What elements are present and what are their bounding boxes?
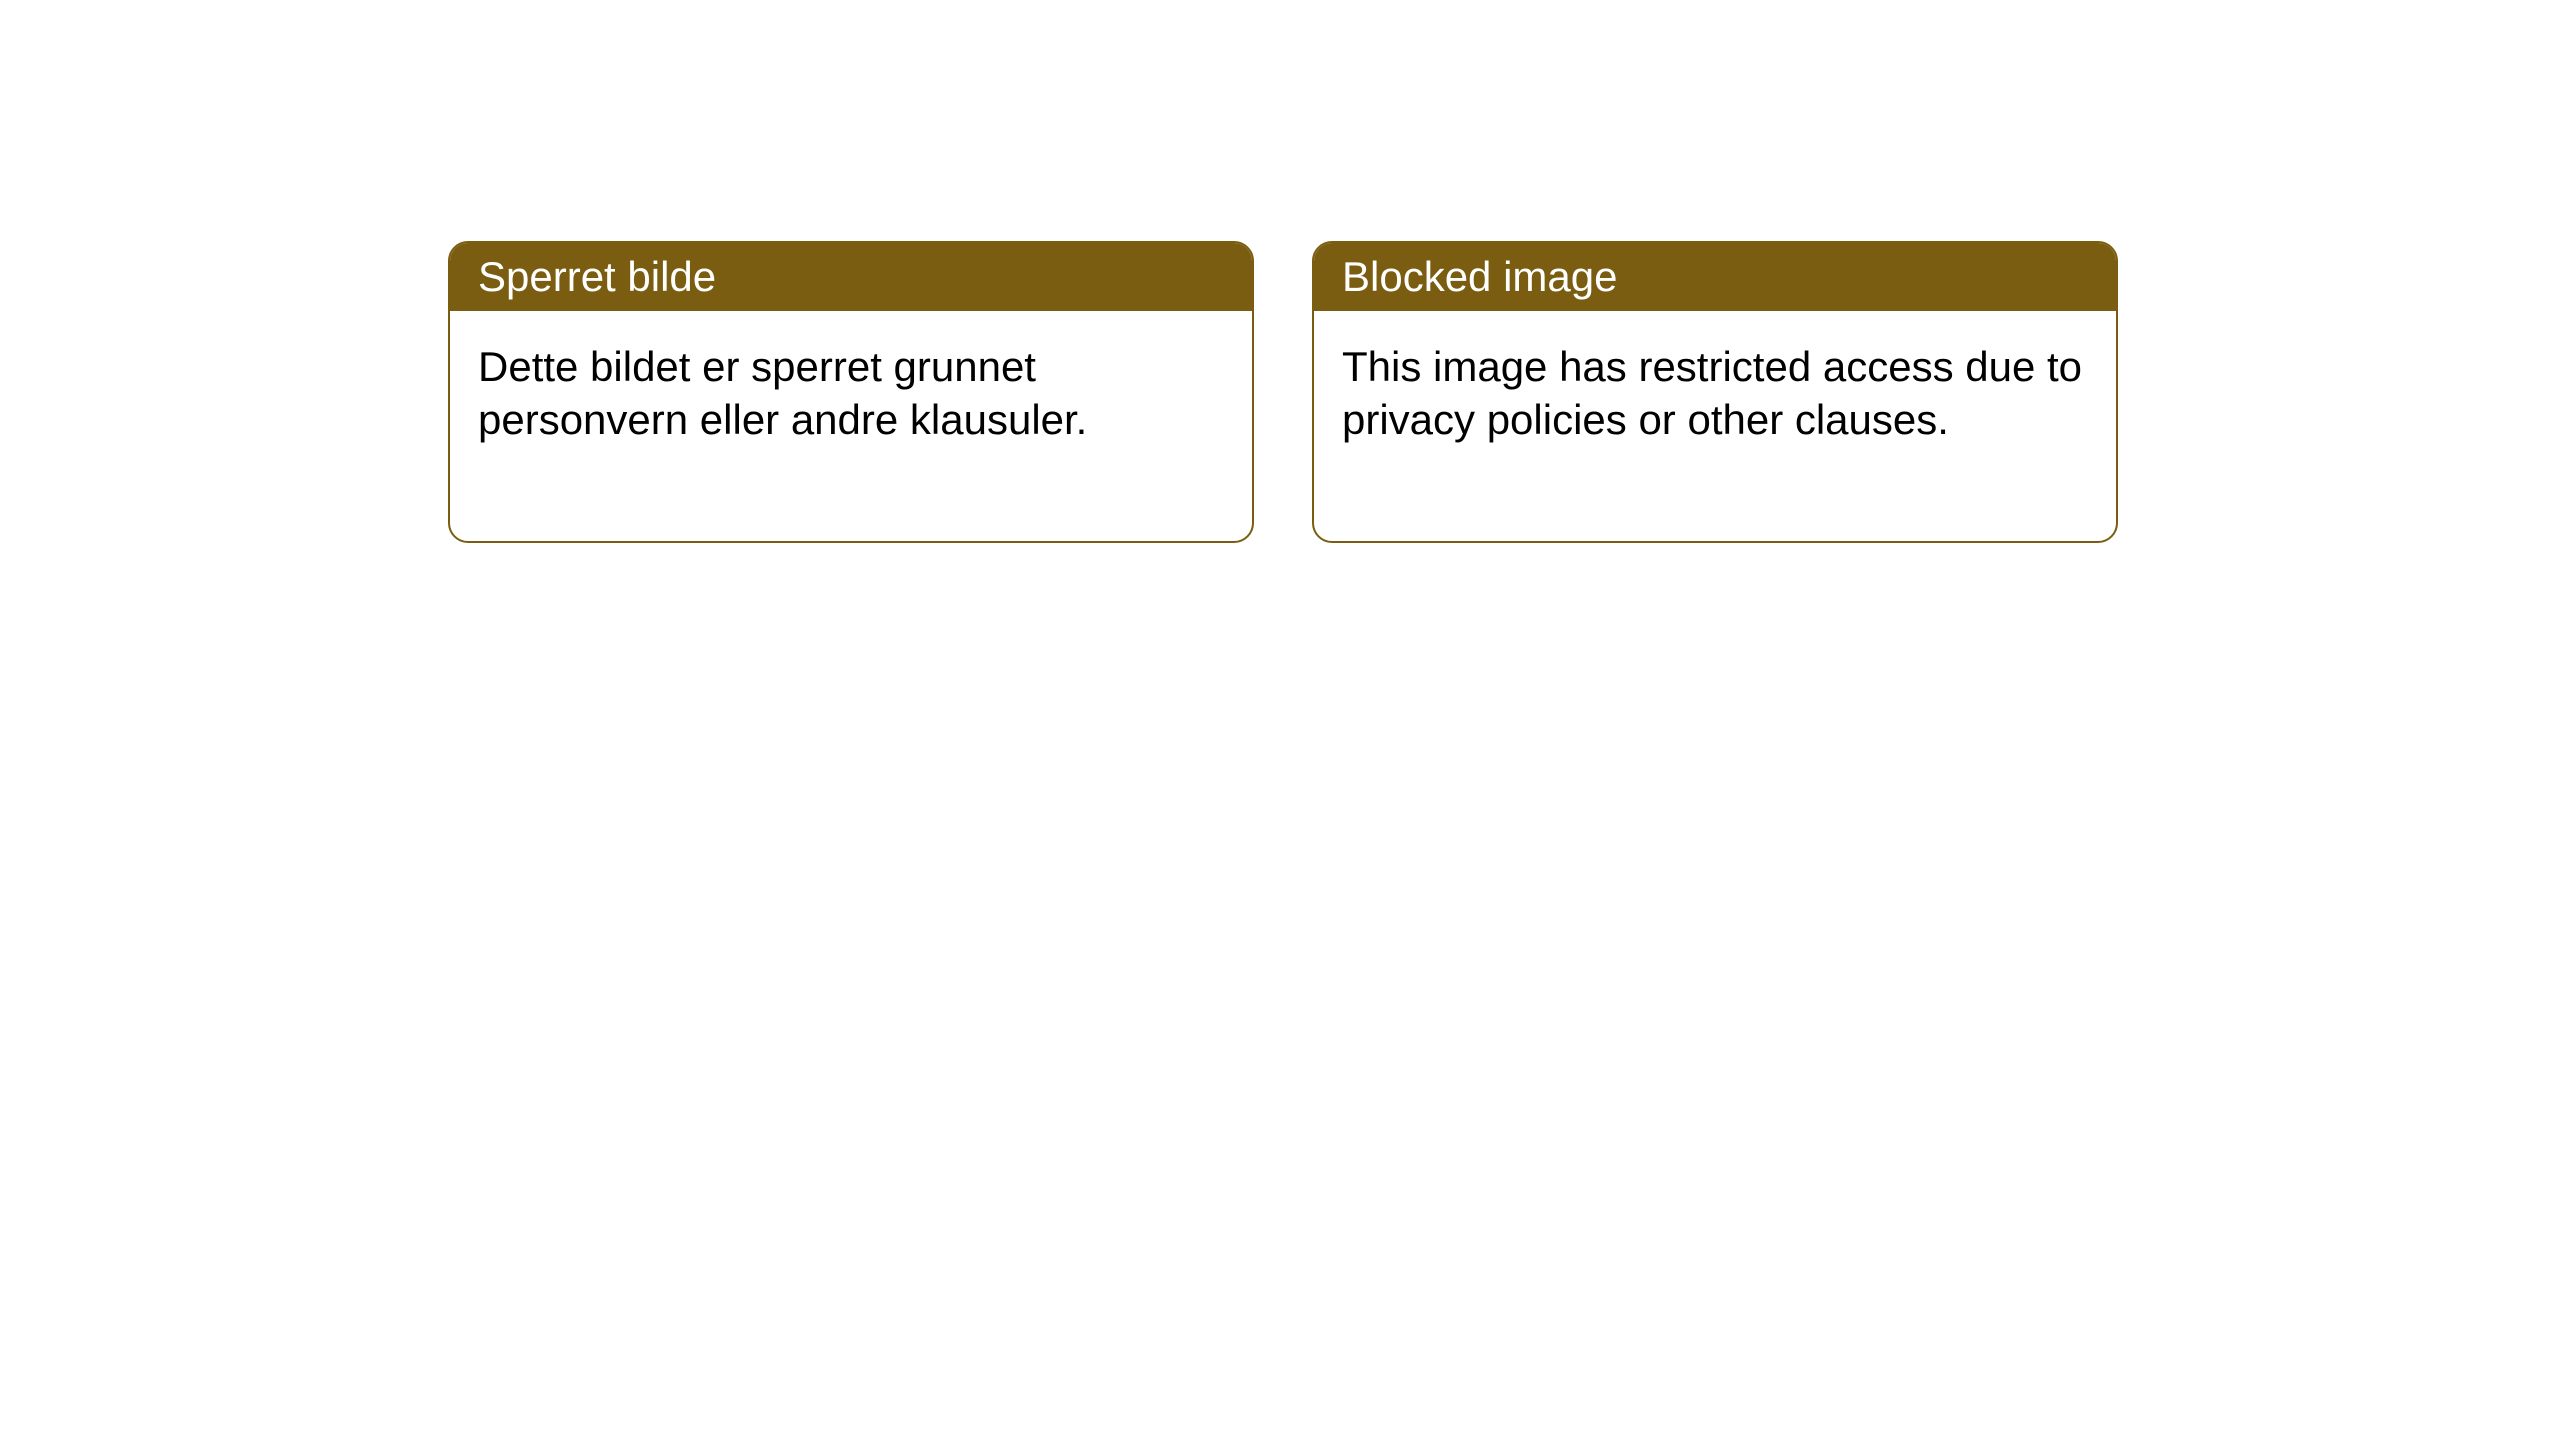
notice-title: Blocked image <box>1342 253 1617 300</box>
notice-card-norwegian: Sperret bilde Dette bildet er sperret gr… <box>448 241 1254 543</box>
notice-container: Sperret bilde Dette bildet er sperret gr… <box>448 241 2118 543</box>
notice-body: This image has restricted access due to … <box>1314 311 2116 541</box>
notice-card-english: Blocked image This image has restricted … <box>1312 241 2118 543</box>
notice-text: This image has restricted access due to … <box>1342 343 2082 443</box>
notice-header: Sperret bilde <box>450 243 1252 311</box>
notice-text: Dette bildet er sperret grunnet personve… <box>478 343 1087 443</box>
notice-body: Dette bildet er sperret grunnet personve… <box>450 311 1252 541</box>
notice-header: Blocked image <box>1314 243 2116 311</box>
notice-title: Sperret bilde <box>478 253 716 300</box>
